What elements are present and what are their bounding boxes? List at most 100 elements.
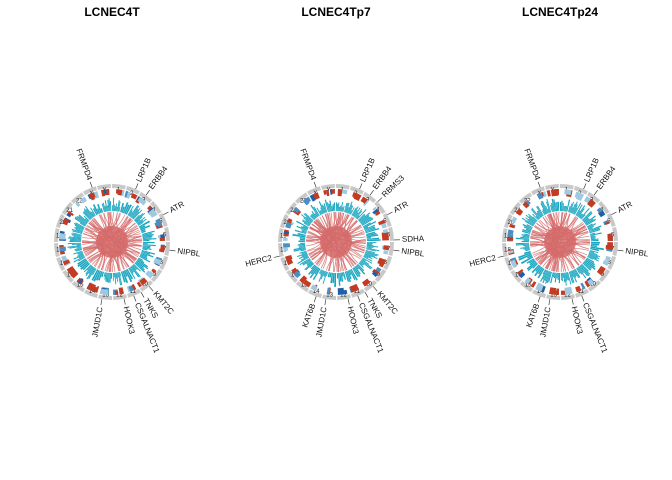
mutation-bar <box>362 218 374 226</box>
gene-leader-line <box>571 298 574 305</box>
gene-label: FRMPD4 <box>74 147 94 182</box>
mutation-bar <box>542 270 549 284</box>
mutation-bar <box>589 251 598 256</box>
gene-label: NIPBL <box>625 246 650 258</box>
mutation-bar <box>587 225 595 230</box>
mutation-bar <box>561 200 563 212</box>
chromosome-label: 15 <box>525 282 532 288</box>
mutation-bar <box>578 213 583 218</box>
mutation-bar <box>132 211 140 219</box>
mutation-bar <box>304 262 313 270</box>
chromosome-ideogram <box>518 192 533 204</box>
mutation-bar <box>580 208 590 219</box>
mutation-bar <box>359 262 364 266</box>
cnv-segment <box>587 198 596 208</box>
mutation-bar <box>350 207 355 215</box>
cnv-segment <box>106 189 110 194</box>
mutation-bar <box>344 202 348 213</box>
mutation-bar <box>587 256 594 260</box>
mutation-bar <box>524 245 530 247</box>
mutation-bar <box>92 204 99 215</box>
mutation-bar <box>298 245 306 248</box>
mutation-bar <box>302 259 311 266</box>
cnv-segment <box>329 189 333 195</box>
mutation-bar <box>575 204 583 216</box>
mutation-bar <box>583 261 592 270</box>
mutation-bar <box>306 260 312 265</box>
circos-panel-lcnec4tp24: LCNEC4Tp24 12345678910111213141516171819… <box>468 5 649 355</box>
cnv-segment <box>148 208 158 218</box>
chromosome-ideogram <box>54 228 60 242</box>
cnv-segment <box>285 255 293 262</box>
cnv-segment <box>536 192 544 200</box>
chromosome-label: 9 <box>601 272 605 278</box>
mutation-bar <box>363 256 373 262</box>
mutation-bar <box>138 221 144 226</box>
chromosome-ideogram <box>62 269 74 284</box>
mutation-bar <box>122 270 129 284</box>
chromosome-label: 11 <box>354 289 361 295</box>
mutation-bar <box>347 204 353 214</box>
mutation-bar <box>74 216 87 225</box>
mutation-bar <box>72 234 82 238</box>
cnv-segment <box>299 275 308 284</box>
mutation-bar <box>578 266 584 274</box>
mutation-bar <box>78 252 84 256</box>
mutation-bar <box>542 209 546 215</box>
gene-label: NIPBL <box>177 246 202 258</box>
mutation-bar <box>354 208 363 218</box>
mutation-bar <box>537 210 543 217</box>
mutation-bar <box>366 246 372 249</box>
mutation-bar <box>310 264 316 270</box>
cnv-segment <box>580 282 586 290</box>
mutation-bar <box>129 266 134 273</box>
mutation-bar <box>576 268 581 274</box>
cnv-segment <box>507 229 514 235</box>
chromosome-ideogram <box>587 191 601 204</box>
mutation-bar <box>114 205 116 212</box>
mutation-bar <box>535 265 541 272</box>
mutation-bar <box>142 242 155 244</box>
chromosome-ideogram <box>159 255 169 270</box>
panel-title-lcnec4tp7: LCNEC4Tp7 <box>301 5 371 19</box>
chromosome-ideogram <box>510 269 522 284</box>
mutation-bar <box>306 260 312 266</box>
mutation-bar <box>297 256 310 264</box>
cnv-segment <box>380 222 387 229</box>
chromosome-ideogram <box>285 201 298 215</box>
mutation-bar <box>98 271 103 281</box>
chromosome-label: 13 <box>550 293 557 299</box>
mutation-bar <box>346 207 350 214</box>
chromosome-ideogram <box>544 184 559 190</box>
mutation-bar <box>588 253 599 258</box>
mutation-bar <box>590 237 596 240</box>
cnv-segment <box>293 270 301 279</box>
chromosome-ideogram <box>307 186 321 196</box>
cnv-segment <box>510 259 518 269</box>
cnv-segment <box>605 255 611 262</box>
chromosome-label: 19 <box>280 234 287 240</box>
mutation-bar <box>587 223 597 229</box>
mutation-bar <box>303 255 309 259</box>
chromosome-label: 10 <box>589 282 596 288</box>
mutation-bar <box>582 212 593 222</box>
cnv-segment <box>283 243 291 248</box>
chromosome-ideogram <box>606 213 616 227</box>
mutation-bar <box>362 257 373 264</box>
chromosome-label: 17 <box>508 261 515 267</box>
cnv-segment <box>524 199 531 206</box>
mutation-bar <box>320 269 324 276</box>
cnv-segment <box>62 218 70 226</box>
chromosome-ideogram <box>150 269 163 283</box>
cnv-segment <box>337 189 343 197</box>
mutation-bar <box>310 204 319 217</box>
chromosome-label: 20 <box>507 220 514 226</box>
mutation-bar <box>563 205 565 212</box>
mutation-bar <box>320 209 323 215</box>
chromosome-ideogram <box>308 289 323 299</box>
mutation-bar <box>550 202 554 212</box>
mutation-bar <box>91 269 99 281</box>
mutation-bar <box>521 234 530 237</box>
mutation-bar <box>88 267 96 280</box>
mutation-bar <box>79 222 86 227</box>
